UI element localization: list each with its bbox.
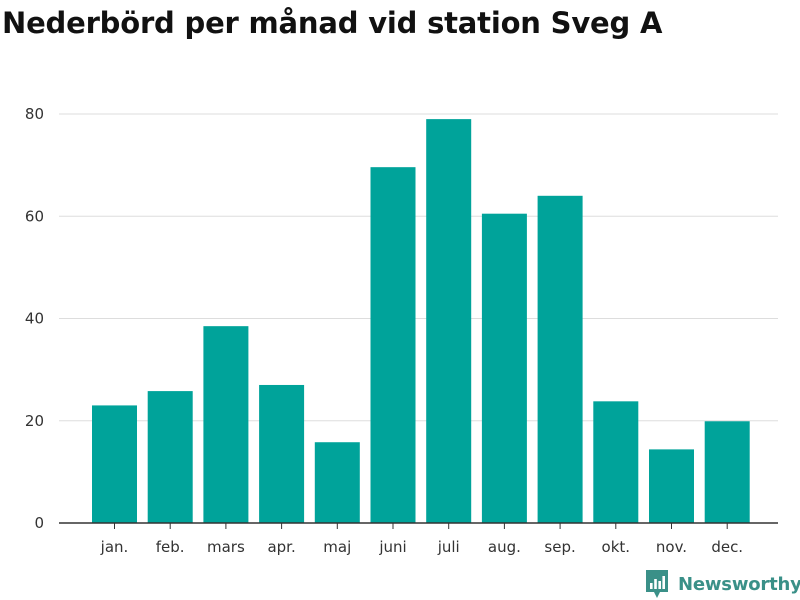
x-tick-label: juni [378, 538, 406, 556]
gridlines [59, 113, 778, 422]
bar-10 [593, 401, 639, 523]
x-tick-label: jan. [100, 538, 129, 556]
bar-11 [649, 449, 694, 523]
x-tick-label: mars [207, 538, 245, 556]
bar-4 [259, 384, 305, 523]
x-tick-label: apr. [267, 538, 295, 556]
y-tick-label: 20 [25, 412, 44, 430]
bar-12 [704, 421, 750, 523]
brand-name: Newsworthy [678, 573, 800, 595]
y-tick-label: 0 [34, 514, 44, 532]
x-axis [59, 522, 778, 529]
bar-6 [370, 167, 416, 524]
newsworthy-brand: Newsworthy [644, 568, 800, 600]
x-tick-label: feb. [156, 538, 185, 556]
bar-2 [147, 391, 193, 523]
y-tick-label: 40 [25, 310, 44, 328]
bar-8 [481, 213, 527, 523]
bars [92, 119, 750, 524]
newsworthy-logo-icon [646, 570, 668, 598]
y-tick-label: 60 [25, 207, 44, 225]
x-tick-label: aug. [488, 538, 521, 556]
bar-9 [537, 195, 583, 524]
x-tick-label: sep. [544, 538, 575, 556]
bar-3 [203, 326, 249, 523]
chart-title: Nederbörd per månad vid station Sveg A [2, 6, 663, 40]
bar-5 [314, 442, 360, 523]
bar-7 [426, 119, 472, 524]
y-tick-label: 80 [25, 105, 44, 123]
x-tick-label: dec. [711, 538, 743, 556]
bar-1 [92, 405, 137, 523]
x-axis-ticks: jan. feb. mars apr. maj juni juli aug. sep. okt. n… [100, 538, 743, 556]
x-tick-label: maj [323, 538, 351, 556]
y-axis-ticks: 0 20 40 60 80 [25, 105, 44, 532]
x-tick-label: juli [437, 538, 460, 556]
x-tick-label: okt. [602, 538, 631, 556]
x-tick-label: nov. [656, 538, 687, 556]
